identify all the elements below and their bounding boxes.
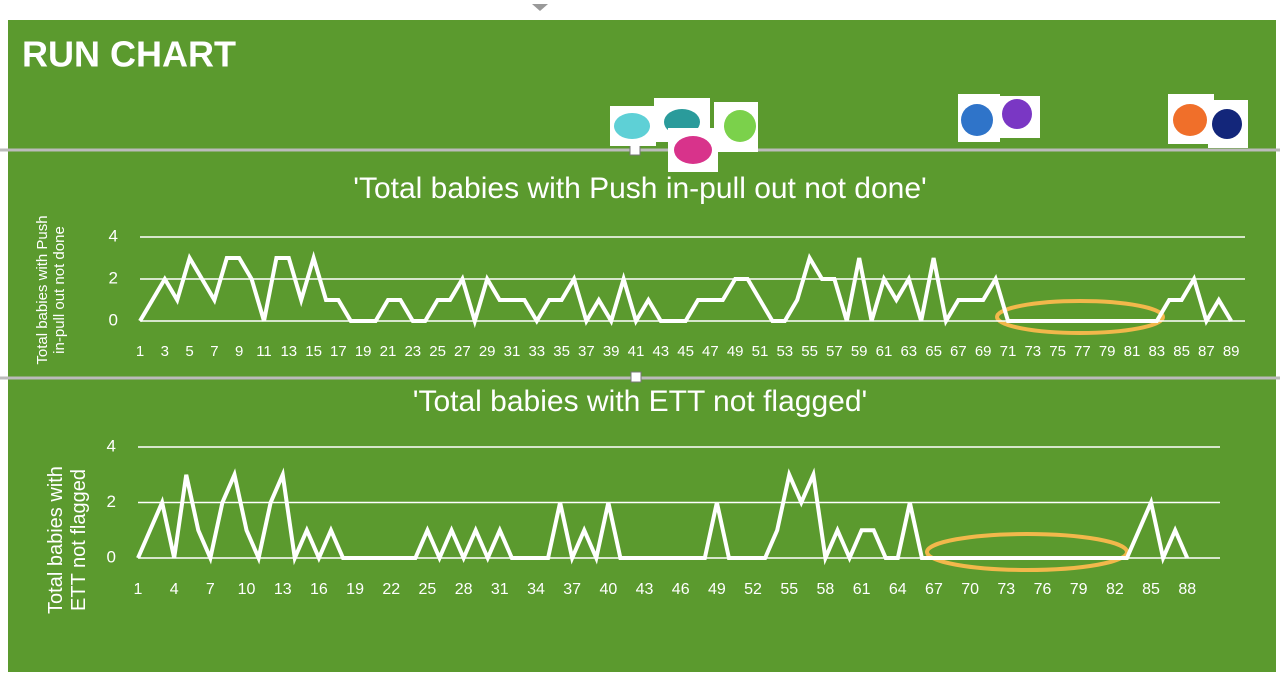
x-tick-label: 47	[702, 343, 719, 360]
x-tick-label: 81	[1124, 343, 1141, 360]
x-tick-label: 21	[380, 343, 397, 360]
x-tick-label: 79	[1070, 581, 1088, 598]
x-tick-label: 35	[553, 343, 570, 360]
handle	[630, 371, 642, 383]
x-tick-label: 13	[280, 343, 297, 360]
x-tick-label: 27	[454, 343, 471, 360]
x-tick-label: 85	[1173, 343, 1190, 360]
x-tick-label: 25	[419, 581, 437, 598]
x-tick-label: 58	[817, 581, 835, 598]
chart-title: 'Total babies with Push in-pull out not …	[353, 172, 927, 205]
x-tick-label: 88	[1178, 581, 1196, 598]
x-tick-label: 37	[578, 343, 595, 360]
x-tick-label: 61	[876, 343, 893, 360]
x-tick-label: 76	[1034, 581, 1052, 598]
scroll-arrow	[532, 4, 548, 11]
series-line	[136, 467, 1190, 566]
x-tick-label: 70	[961, 581, 979, 598]
y-tick-label: 4	[107, 436, 116, 455]
x-tick-label: 73	[1024, 343, 1041, 360]
x-tick-label: 19	[346, 581, 364, 598]
x-tick-label: 1	[136, 343, 144, 360]
y-tick-label: 2	[109, 268, 118, 287]
handle	[629, 144, 641, 156]
x-tick-label: 73	[997, 581, 1015, 598]
highlight	[995, 299, 1165, 335]
x-tick-label: 31	[504, 343, 521, 360]
x-tick-label: 46	[672, 581, 690, 598]
icons	[610, 94, 1248, 172]
x-tick-label: 41	[628, 343, 645, 360]
x-tick-label: 63	[900, 343, 917, 360]
x-tick-label: 71	[1000, 343, 1017, 360]
x-tick-label: 5	[185, 343, 193, 360]
x-tick-label: 7	[210, 343, 218, 360]
x-tick-label: 61	[853, 581, 871, 598]
x-tick-label: 52	[744, 581, 762, 598]
x-tick-label: 49	[708, 581, 726, 598]
x-tick-label: 59	[851, 343, 868, 360]
x-tick-label: 37	[563, 581, 581, 598]
x-tick-label: 87	[1198, 343, 1215, 360]
highlight	[925, 532, 1129, 572]
x-tick-label: 53	[776, 343, 793, 360]
page-title: RUN CHART	[22, 34, 236, 75]
x-tick-label: 19	[355, 343, 372, 360]
x-tick-label: 40	[599, 581, 617, 598]
x-tick-label: 77	[1074, 343, 1091, 360]
series-line	[138, 250, 1233, 329]
x-tick-label: 45	[677, 343, 694, 360]
x-tick-label: 64	[889, 581, 907, 598]
x-tick-label: 89	[1223, 343, 1240, 360]
x-tick-label: 75	[1049, 343, 1066, 360]
x-tick-label: 51	[752, 343, 769, 360]
y-tick-label: 2	[107, 492, 116, 511]
x-tick-label: 3	[161, 343, 169, 360]
x-tick-label: 17	[330, 343, 347, 360]
x-tick-label: 10	[238, 581, 256, 598]
x-tick-label: 79	[1099, 343, 1116, 360]
x-tick-label: 85	[1142, 581, 1160, 598]
x-tick-label: 7	[206, 581, 215, 598]
x-tick-label: 57	[826, 343, 843, 360]
x-tick-label: 55	[801, 343, 818, 360]
x-tick-label: 23	[404, 343, 421, 360]
x-tick-label: 69	[975, 343, 992, 360]
x-tick-label: 39	[603, 343, 620, 360]
x-tick-label: 1	[134, 581, 143, 598]
y-tick-label: 0	[109, 310, 118, 329]
x-tick-label: 33	[528, 343, 545, 360]
x-tick-label: 49	[727, 343, 744, 360]
x-tick-label: 9	[235, 343, 243, 360]
x-tick-label: 22	[382, 581, 400, 598]
x-tick-label: 28	[455, 581, 473, 598]
y-axis-label: Total babies with Push in-pull out not d…	[34, 215, 69, 365]
y-tick-label: 4	[109, 226, 118, 245]
x-tick-label: 67	[950, 343, 967, 360]
x-tick-label: 82	[1106, 581, 1124, 598]
x-tick-label: 43	[636, 581, 654, 598]
x-tick-label: 4	[170, 581, 179, 598]
x-tick-label: 83	[1148, 343, 1165, 360]
chart-title: 'Total babies with ETT not flagged'	[413, 385, 868, 418]
x-tick-label: 34	[527, 581, 545, 598]
x-tick-label: 31	[491, 581, 509, 598]
x-tick-label: 29	[479, 343, 496, 360]
x-tick-label: 67	[925, 581, 943, 598]
x-tick-label: 16	[310, 581, 328, 598]
x-tick-label: 65	[925, 343, 942, 360]
y-axis-label: Total babies with ETT not flagged	[45, 466, 90, 614]
x-tick-label: 43	[652, 343, 669, 360]
y-tick-label: 0	[107, 547, 116, 566]
x-tick-label: 11	[256, 343, 272, 360]
x-tick-label: 25	[429, 343, 446, 360]
x-tick-label: 13	[274, 581, 292, 598]
x-tick-label: 15	[305, 343, 322, 360]
x-tick-label: 55	[780, 581, 798, 598]
